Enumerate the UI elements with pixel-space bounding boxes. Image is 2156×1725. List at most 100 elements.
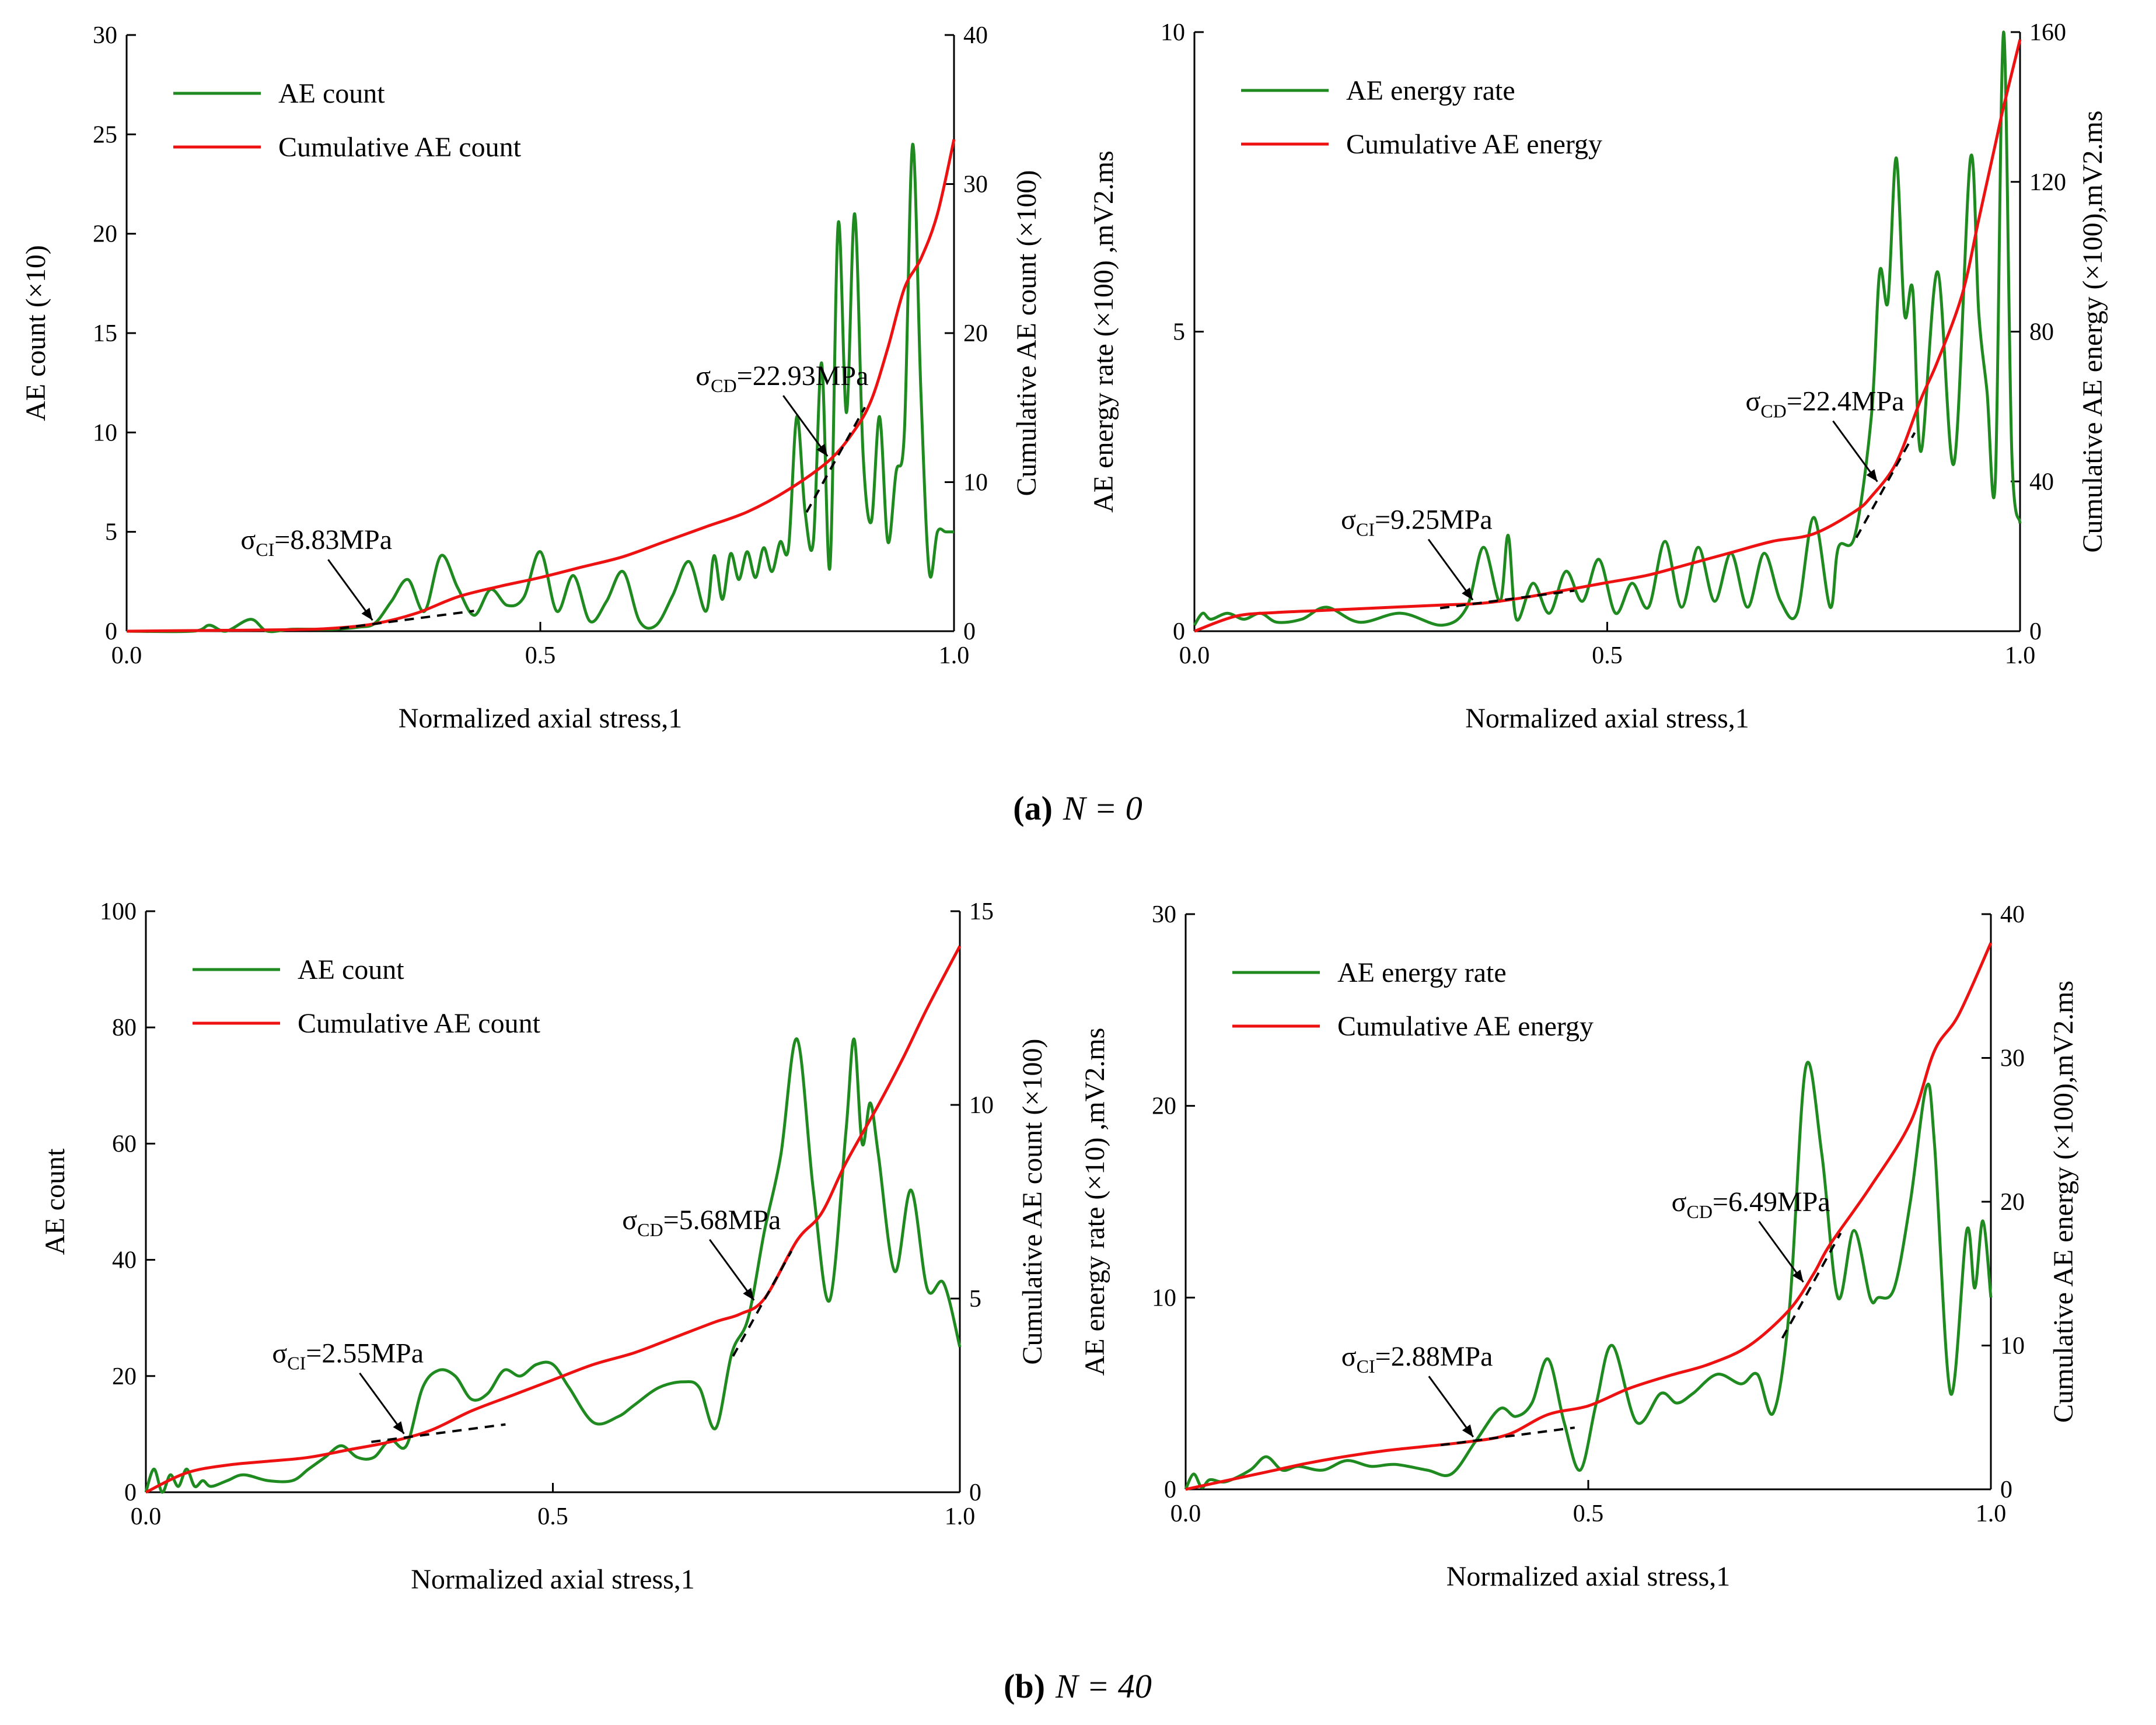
y-tick-label: 80 — [112, 1014, 137, 1041]
y2-tick-label: 40 — [2000, 901, 2025, 928]
ci-tangent-dashed — [340, 610, 474, 630]
y-tick-label: 5 — [105, 519, 117, 546]
y2-tick-label: 160 — [2029, 19, 2066, 46]
sigma-value: =5.68MPa — [663, 1205, 781, 1236]
x-tick-label: 0.0 — [1170, 1500, 1201, 1527]
annotation-arrow — [1428, 1376, 1474, 1438]
y-tick-label: 30 — [1152, 901, 1176, 928]
ci-tangent-dashed — [1440, 1426, 1575, 1447]
legend-label: Cumulative AE count — [298, 1008, 541, 1039]
x-tick-label: 0.5 — [1592, 642, 1623, 669]
ci-annotation: σCI=2.88MPa — [1341, 1341, 1493, 1377]
caption-b: (b) N = 40 — [1004, 1667, 1152, 1705]
cd-tangent-dashed — [805, 407, 866, 513]
annotation-arrowhead — [1866, 469, 1878, 482]
y-tick-label: 0 — [1164, 1476, 1176, 1503]
y2-tick-label: 30 — [2000, 1045, 2025, 1072]
sigma-value: =6.49MPa — [1713, 1187, 1830, 1217]
series-line-cumulative — [145, 945, 962, 1494]
annotation-arrow — [1758, 1220, 1804, 1283]
y-tick-label: 20 — [1152, 1093, 1176, 1120]
ci-annotation: σCI=8.83MPa — [240, 524, 392, 560]
series-line-cumulative — [1185, 942, 1993, 1491]
sigma-subscript: CI — [256, 539, 274, 560]
cd-annotation: σCD=22.93MPa — [696, 361, 868, 396]
y2-axis-label: Cumulative AE energy (×100),mV2.ms — [2077, 110, 2108, 552]
cd-annotation: σCD=6.49MPa — [1672, 1187, 1830, 1222]
y-axis-label: AE energy rate (×100) ,mV2.ms — [1088, 151, 1119, 513]
y-tick-label: 10 — [1161, 19, 1185, 46]
y-axis-label: AE count — [40, 1148, 71, 1255]
x-tick-label: 1.0 — [2005, 642, 2036, 669]
caption-label: (b) — [1004, 1667, 1045, 1705]
y2-tick-label: 30 — [963, 172, 988, 198]
y-tick-label: 10 — [1152, 1285, 1176, 1311]
y2-tick-label: 40 — [2029, 468, 2054, 495]
chart-panel-a-left: 0.0 0.5 1.0051015202530010203040Normalized… — [20, 22, 1042, 734]
sigma-symbol: σ — [1745, 386, 1760, 417]
sigma-symbol: σ — [272, 1338, 287, 1369]
sigma-value: =22.93MPa — [737, 361, 869, 391]
ci-annotation: σCI=9.25MPa — [1341, 505, 1493, 540]
sigma-value: =2.55MPa — [306, 1338, 424, 1369]
caption-text: N = 0 — [1063, 789, 1142, 827]
sigma-value: =9.25MPa — [1375, 505, 1493, 536]
legend-label: AE count — [278, 78, 385, 109]
ci-tangent-dashed — [1439, 589, 1575, 610]
y-tick-label: 60 — [112, 1131, 137, 1157]
sigma-subscript: CD — [1686, 1201, 1712, 1222]
y2-tick-label: 40 — [963, 22, 988, 49]
y2-tick-label: 10 — [969, 1092, 994, 1119]
annotation-arrow — [709, 1238, 755, 1301]
y2-tick-label: 0 — [2000, 1476, 2012, 1503]
sigma-subscript: CI — [1357, 1356, 1375, 1377]
y2-tick-label: 5 — [969, 1286, 981, 1313]
x-tick-label: 1.0 — [1976, 1500, 2007, 1527]
y-tick-label: 20 — [93, 221, 117, 248]
cd-annotation: σCD=5.68MPa — [622, 1205, 781, 1240]
x-tick-label: 1.0 — [945, 1503, 976, 1530]
y2-tick-label: 0 — [2029, 618, 2042, 645]
x-tick-label: 0.0 — [111, 642, 142, 669]
y-tick-label: 5 — [1173, 319, 1185, 346]
series-line-rate — [1184, 1061, 1993, 1490]
annotation-arrowhead — [1462, 1424, 1473, 1437]
y2-axis-label: Cumulative AE energy (×100),mV2.ms — [2048, 981, 2079, 1423]
caption-label: (a) — [1013, 789, 1053, 827]
y-tick-label: 25 — [93, 121, 117, 148]
y-tick-label: 0 — [1173, 618, 1185, 645]
annotation-arrowhead — [361, 607, 373, 621]
annotation-arrow — [359, 1372, 405, 1434]
cd-tangent-dashed — [732, 1250, 792, 1357]
annotation-arrowhead — [1462, 587, 1473, 600]
sigma-subscript: CI — [287, 1353, 306, 1374]
sigma-value: =2.88MPa — [1375, 1341, 1493, 1372]
sigma-symbol: σ — [696, 361, 711, 391]
x-axis-label: Normalized axial stress,1 — [411, 1564, 695, 1595]
y2-tick-label: 0 — [963, 618, 976, 645]
annotation-arrow — [782, 395, 829, 457]
caption-a: (a) N = 0 — [1013, 789, 1142, 827]
x-tick-label: 0.5 — [1573, 1500, 1604, 1527]
annotation-arrow — [1832, 420, 1878, 482]
legend-label: AE count — [298, 954, 404, 985]
y-tick-label: 40 — [112, 1247, 137, 1274]
ci-annotation: σCI=2.55MPa — [272, 1338, 424, 1374]
sigma-subscript: CI — [1356, 519, 1375, 540]
series-line-cumulative — [1194, 39, 2022, 633]
legend-label: Cumulative AE energy — [1337, 1011, 1594, 1042]
y-tick-label: 15 — [93, 320, 117, 347]
cd-tangent-dashed — [1781, 1232, 1842, 1339]
y2-tick-label: 10 — [2000, 1333, 2025, 1360]
annotation-arrowhead — [743, 1287, 754, 1300]
legend-label: AE energy rate — [1346, 75, 1515, 106]
annotation-arrowhead — [393, 1421, 404, 1434]
y2-tick-label: 0 — [969, 1479, 981, 1506]
y2-tick-label: 80 — [2029, 319, 2054, 346]
x-tick-label: 0.5 — [525, 642, 556, 669]
y-tick-label: 0 — [105, 618, 117, 645]
y2-tick-label: 20 — [2000, 1189, 2025, 1216]
